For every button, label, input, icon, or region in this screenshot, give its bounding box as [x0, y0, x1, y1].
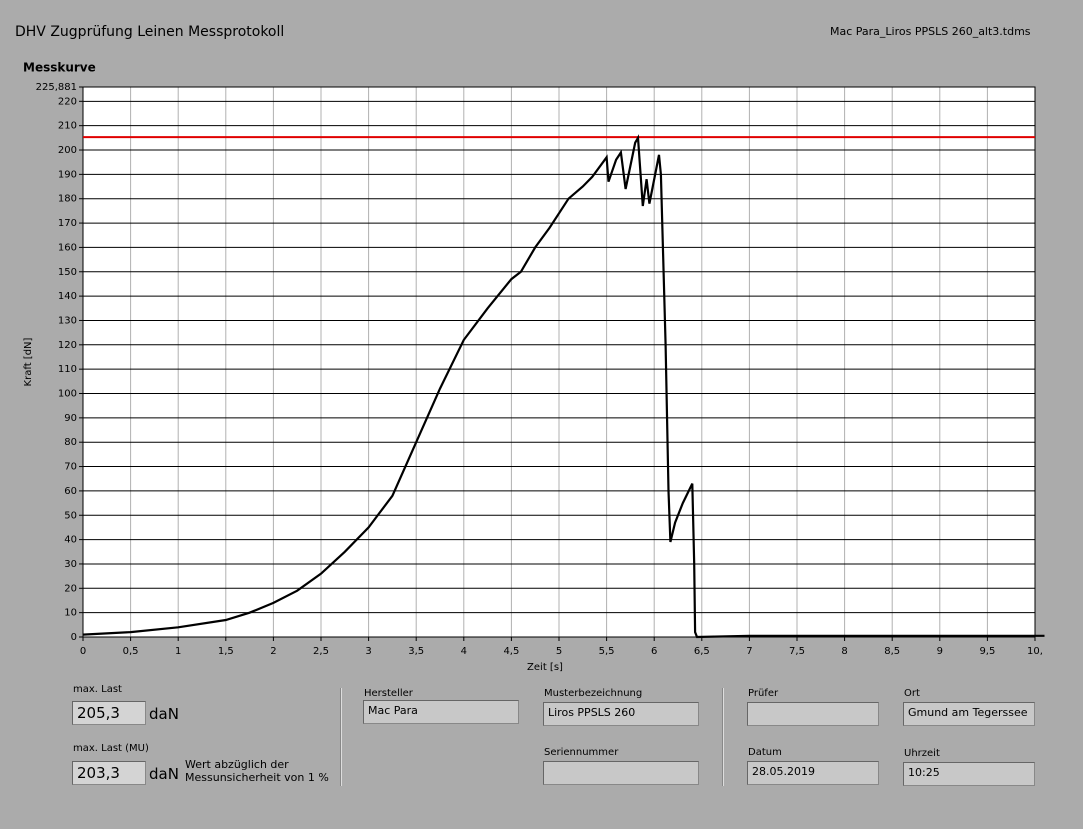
note: Wert abzüglich der Messunsicherheit von … — [185, 758, 329, 784]
unit: daN — [149, 705, 179, 723]
x-tick-label: 4 — [461, 646, 467, 657]
separator — [340, 688, 342, 786]
y-tick-label: 220 — [58, 96, 77, 107]
text-field[interactable]: 28.05.2019 — [747, 761, 879, 785]
y-tick-label: 10 — [64, 608, 77, 619]
field-label: Ort — [904, 688, 920, 699]
indicator: 203,3 — [72, 761, 146, 785]
x-tick-label: 2,5 — [313, 646, 329, 657]
field-label: max. Last — [73, 684, 122, 695]
field-label: Prüfer — [748, 688, 779, 699]
y-tick-label: 70 — [64, 462, 77, 473]
field-label: Musterbezeichnung — [544, 688, 643, 699]
x-tick-label: 5,5 — [599, 646, 615, 657]
y-tick-label: 0 — [71, 632, 77, 643]
y-tick-label: 210 — [58, 121, 77, 132]
y-tick-label: 40 — [64, 535, 77, 546]
y-tick-label: 60 — [64, 486, 77, 497]
chart-title: Messkurve — [23, 61, 96, 75]
y-tick-label: 30 — [64, 559, 77, 570]
field-label: Seriennummer — [544, 747, 619, 758]
x-tick-label: 6,5 — [694, 646, 710, 657]
x-tick-label: 5 — [556, 646, 562, 657]
chart: Messkurve Zeit [s] Kraft [dN] 0 0,5 1 1,5 2 2… — [23, 61, 1045, 673]
field-label: Hersteller — [364, 688, 413, 699]
y-tick-label: 190 — [58, 169, 77, 180]
x-tick-label: 0,5 — [123, 646, 139, 657]
y-tick-label: 180 — [58, 194, 77, 205]
app-title: DHV Zugprüfung Leinen Messprotokoll — [15, 24, 285, 40]
y-tick-label: 130 — [58, 315, 77, 326]
x-tick-label: 9,5 — [979, 646, 995, 657]
y-tick-label: 225,881 — [36, 82, 77, 93]
x-tick-label: 10, — [1027, 646, 1043, 657]
x-axis-label: Zeit [s] — [527, 662, 563, 673]
y-tick-label: 90 — [64, 413, 77, 424]
file-name: Mac Para_Liros PPSLS 260_alt3.tdms — [830, 25, 1031, 38]
y-tick-label: 80 — [64, 437, 77, 448]
x-tick-label: 7 — [746, 646, 752, 657]
y-tick-label: 100 — [58, 389, 77, 400]
text-field[interactable] — [747, 702, 879, 726]
y-tick-label: 170 — [58, 218, 77, 229]
plot-border — [82, 86, 1036, 638]
x-tick-label: 1,5 — [218, 646, 234, 657]
text-field[interactable] — [543, 761, 699, 785]
x-tick-label: 3,5 — [408, 646, 424, 657]
y-tick-label: 160 — [58, 242, 77, 253]
y-tick-label: 50 — [64, 510, 77, 521]
field-label: max. Last (MU) — [73, 743, 149, 754]
field-label: Uhrzeit — [904, 748, 940, 759]
y-tick-label: 200 — [58, 145, 77, 156]
data-line — [82, 134, 1045, 639]
x-tick-label: 1 — [175, 646, 181, 657]
indicator: 205,3 — [72, 701, 146, 725]
x-tick-label: 4,5 — [503, 646, 519, 657]
text-field[interactable]: Liros PPSLS 260 — [543, 702, 699, 726]
unit: daN — [149, 765, 179, 783]
x-tick-label: 2 — [270, 646, 276, 657]
x-tick-label: 9 — [937, 646, 943, 657]
x-tick-label: 3 — [365, 646, 371, 657]
field-label: Datum — [748, 747, 782, 758]
x-tick-label: 8 — [841, 646, 847, 657]
text-field[interactable]: Mac Para — [363, 700, 519, 724]
x-tick-label: 0 — [80, 646, 86, 657]
y-tick-label: 110 — [58, 364, 77, 375]
y-tick-label: 120 — [58, 340, 77, 351]
y-axis-label: Kraft [dN] — [23, 337, 34, 386]
separator — [722, 688, 724, 786]
x-tick-label: 7,5 — [789, 646, 805, 657]
text-field[interactable]: 10:25 — [903, 762, 1035, 786]
text-field[interactable]: Gmund am Tegerssee — [903, 702, 1035, 726]
x-tick-label: 8,5 — [884, 646, 900, 657]
y-tick-label: 150 — [58, 267, 77, 278]
x-tick-label: 6 — [651, 646, 657, 657]
y-tick-label: 140 — [58, 291, 77, 302]
y-tick-label: 20 — [64, 583, 77, 594]
